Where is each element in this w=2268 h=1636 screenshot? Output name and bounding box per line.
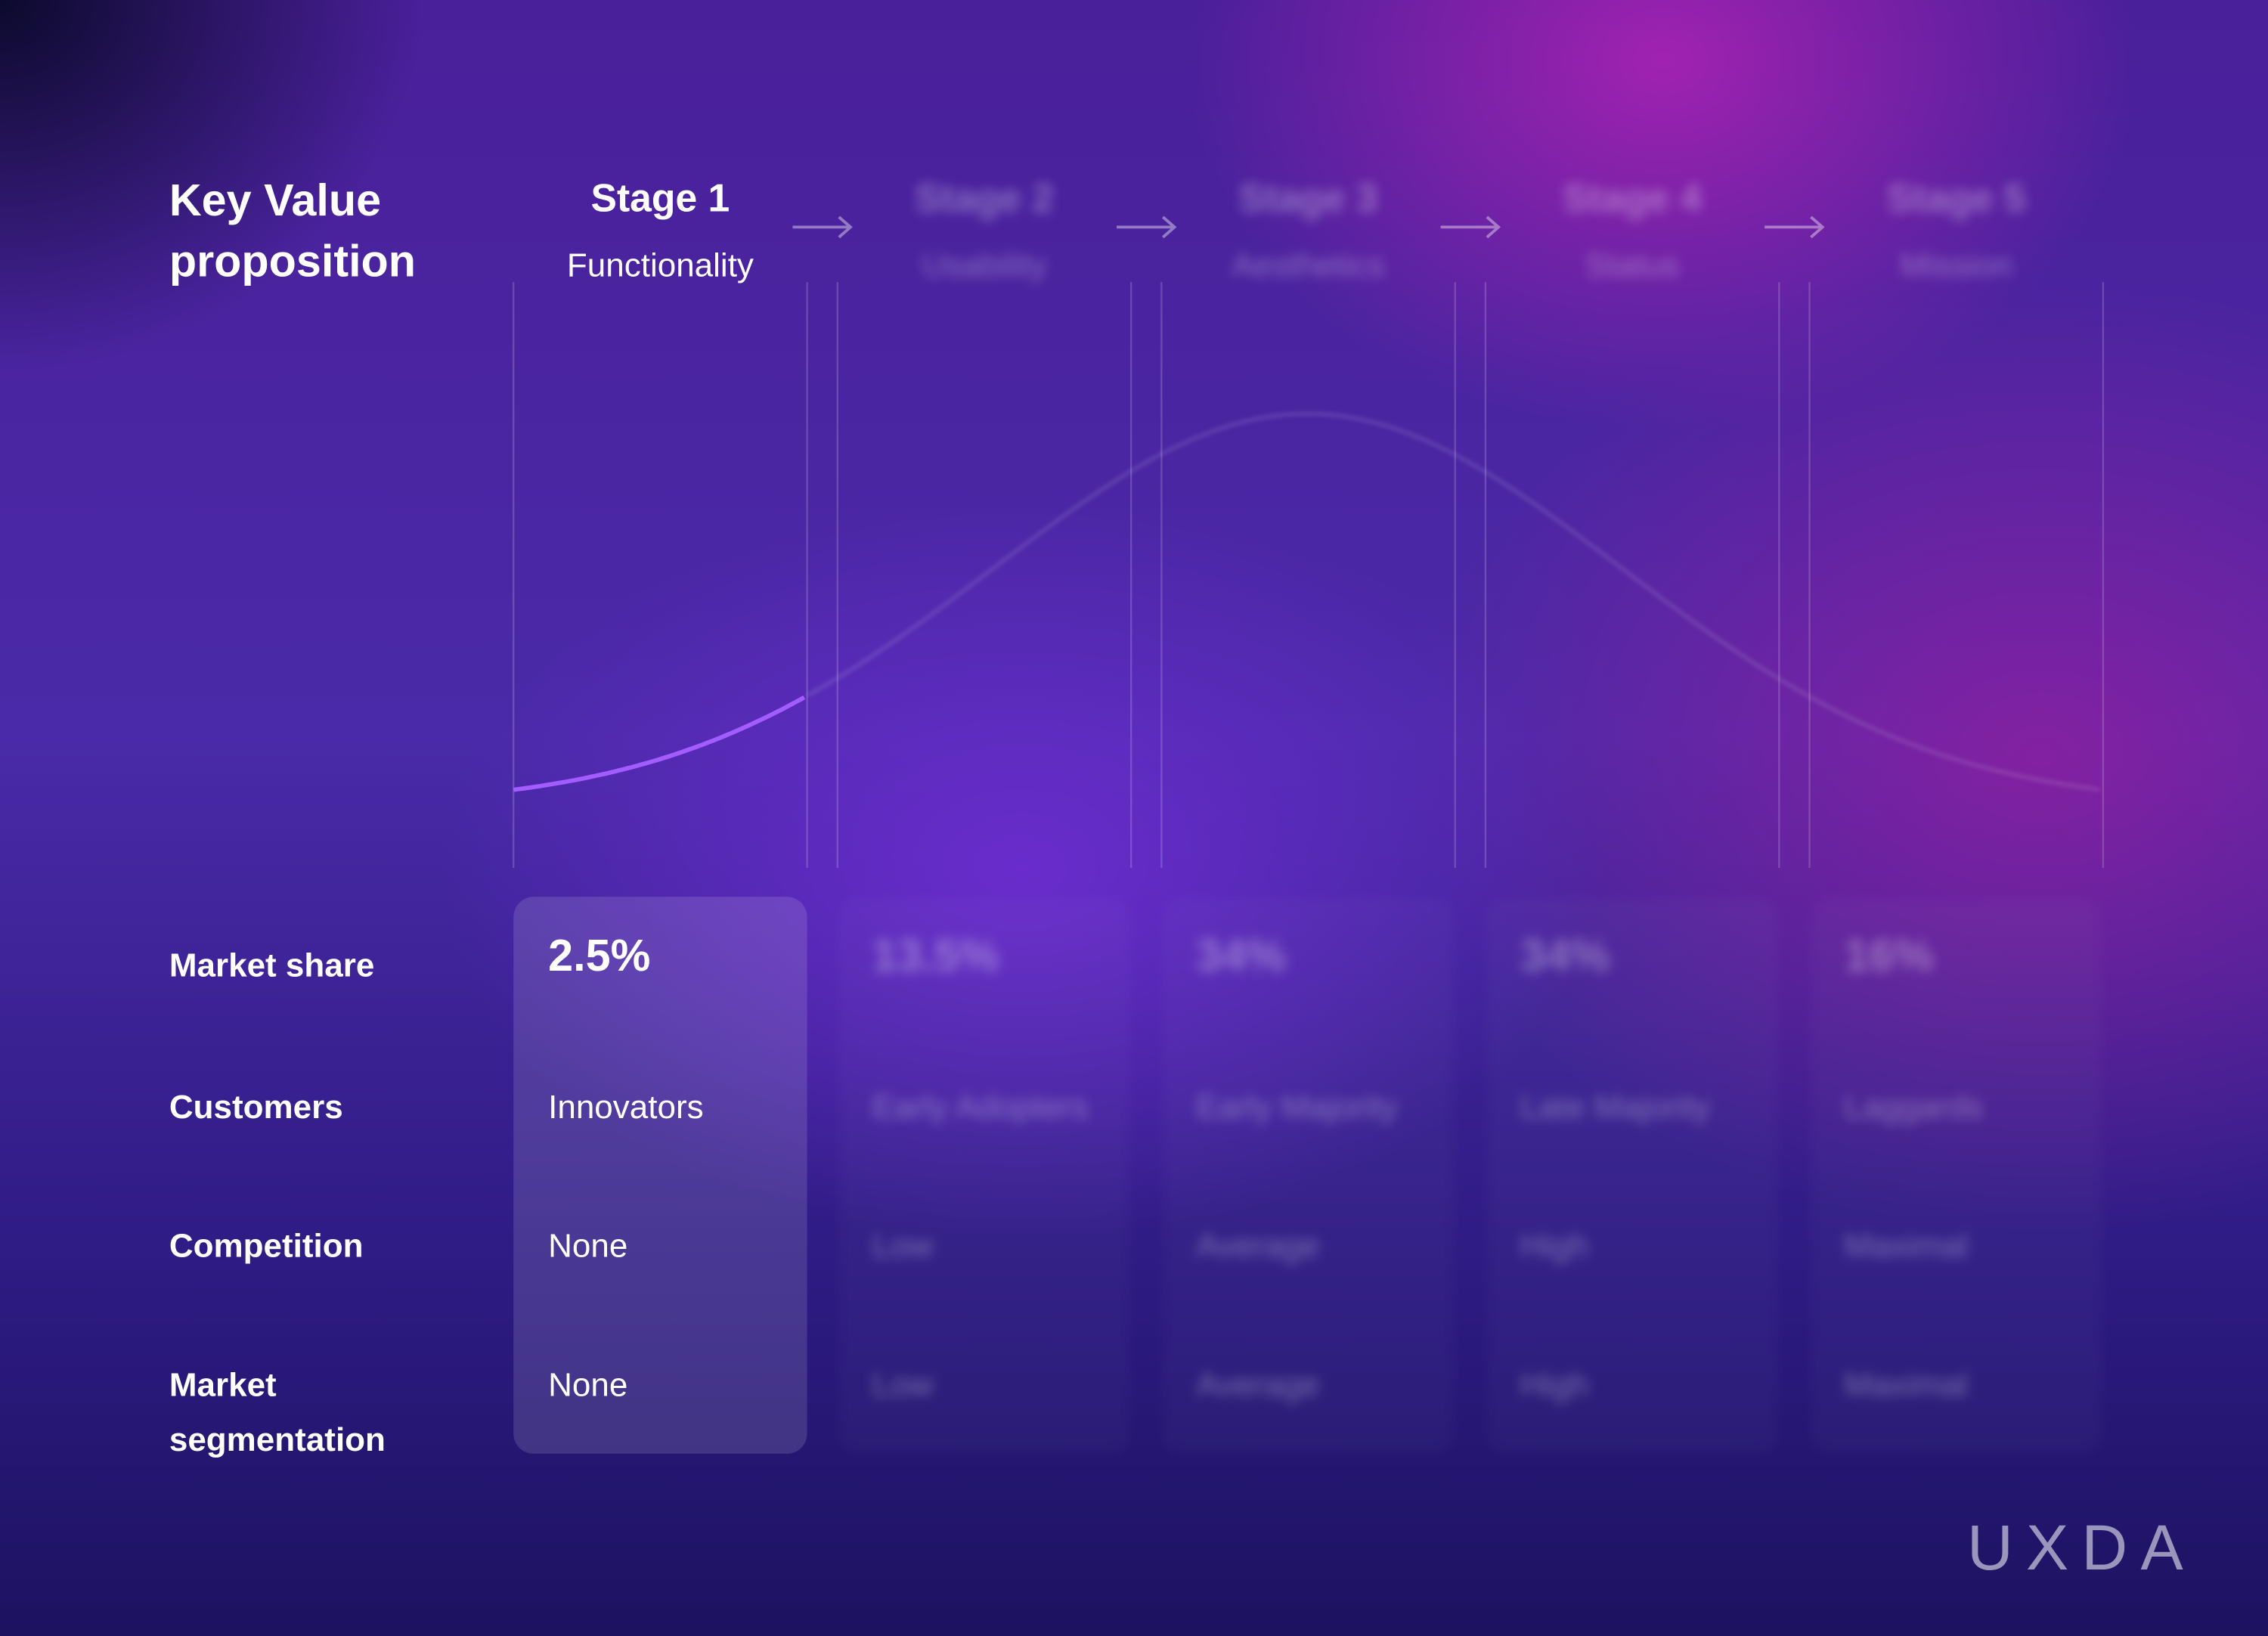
row-label: Market share — [169, 946, 375, 984]
stage-title: Stage 3 — [1238, 176, 1378, 220]
stage-title: Stage 1 — [590, 176, 730, 220]
stage-card — [513, 897, 807, 1454]
stage-subtitle: Usability — [921, 246, 1048, 284]
stage-subtitle: Functionality — [566, 246, 754, 284]
stage-subtitle: Mission — [1900, 246, 2013, 284]
arrow — [1117, 215, 1177, 239]
customers: Late Majority — [1520, 1087, 1711, 1126]
competition: Low — [872, 1226, 934, 1265]
market-share: 34% — [1196, 930, 1286, 981]
competition: Average — [1196, 1226, 1320, 1265]
arrow — [1440, 215, 1501, 239]
stage-subtitle: Aesthetics — [1232, 246, 1386, 284]
customers: Laggards — [1844, 1087, 1983, 1126]
competition: Maximal — [1844, 1226, 1969, 1265]
stage-title: Stage 2 — [915, 176, 1054, 220]
competition: High — [1520, 1226, 1589, 1265]
stage-title: Stage 4 — [1563, 176, 1702, 220]
row-label: Customers — [169, 1087, 343, 1126]
customers: Early Majority — [1196, 1087, 1398, 1126]
arrow — [792, 215, 853, 239]
customers: Early Adopters — [872, 1087, 1089, 1126]
row-label: Market segmentation — [169, 1365, 386, 1458]
market-share: 2.5% — [548, 930, 651, 981]
market-share: 34% — [1520, 930, 1610, 981]
customers: Innovators — [548, 1087, 704, 1126]
segmentation: Maximal — [1844, 1365, 1969, 1403]
curve-highlight — [513, 695, 806, 792]
curve-faded — [806, 411, 2101, 792]
stage-title: Stage 5 — [1886, 176, 2026, 220]
segmentation: Average — [1196, 1365, 1320, 1403]
segmentation: High — [1520, 1365, 1589, 1403]
logo: UXDA — [1967, 1513, 2196, 1585]
row-label: Competition — [169, 1226, 364, 1265]
arrow — [1765, 215, 1825, 239]
competition: None — [548, 1226, 628, 1265]
segmentation: None — [548, 1365, 628, 1403]
title: Key Value proposition — [169, 175, 417, 287]
market-share: 16% — [1844, 930, 1935, 981]
market-share: 13.5% — [872, 930, 999, 981]
segmentation: Low — [872, 1365, 934, 1403]
stage-subtitle: Status — [1585, 246, 1680, 284]
